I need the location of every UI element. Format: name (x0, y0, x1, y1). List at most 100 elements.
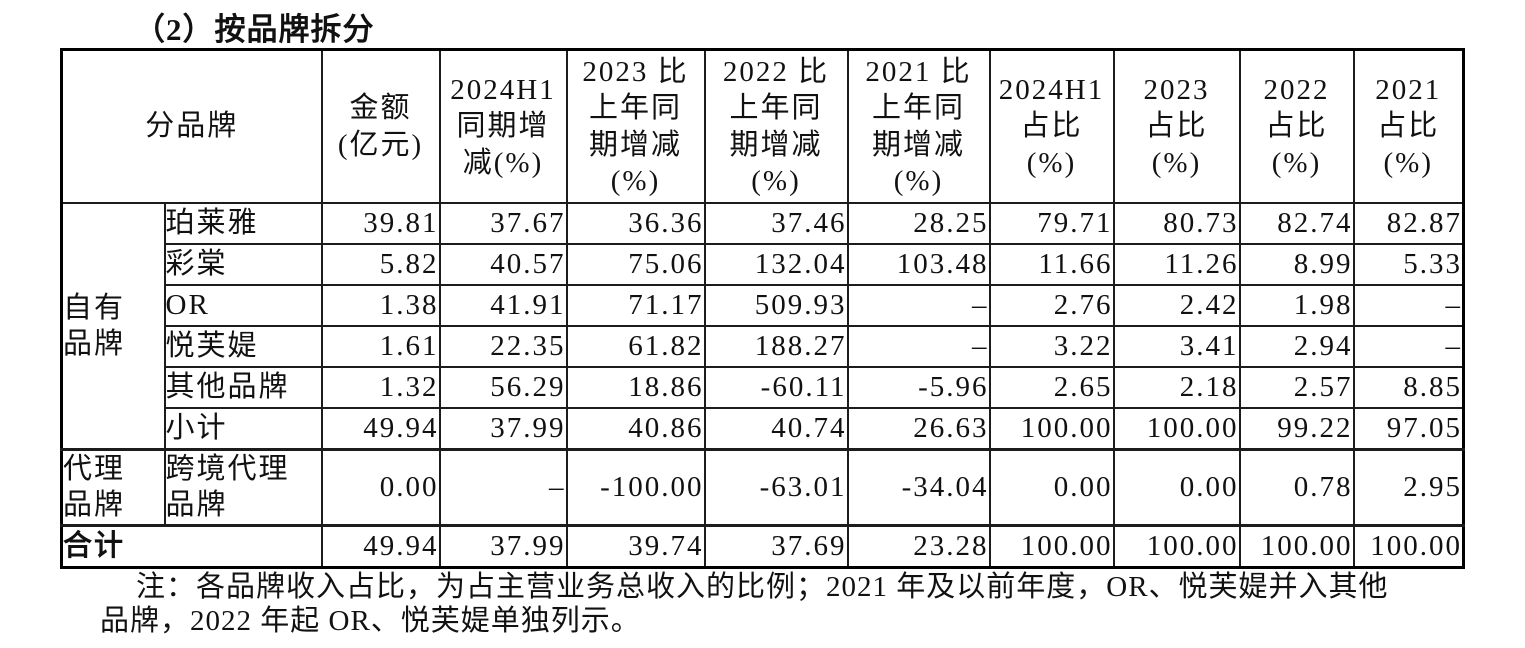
value-cell: 40.74 (703, 407, 849, 451)
value-cell: 100.00 (988, 523, 1115, 568)
value-cell: 36.36 (565, 202, 706, 245)
value-cell: 23.28 (846, 523, 991, 568)
value-cell: 132.04 (703, 243, 849, 286)
value-cell: 100.00 (1112, 407, 1241, 451)
value-cell: 82.87 (1352, 202, 1465, 245)
value-cell: 37.99 (438, 407, 568, 451)
value-cell: 39.81 (320, 202, 441, 245)
brand-cell: 珀莱雅 (163, 202, 323, 245)
value-cell: 99.22 (1238, 407, 1355, 451)
value-cell: -60.11 (703, 366, 849, 409)
value-cell: 2.76 (988, 284, 1115, 327)
value-cell: 509.93 (703, 284, 849, 327)
value-cell: 79.71 (988, 202, 1115, 245)
value-cell: 11.66 (988, 243, 1115, 286)
value-cell: 97.05 (1352, 407, 1465, 451)
value-cell: 8.85 (1352, 366, 1465, 409)
value-cell: – (1352, 284, 1465, 327)
table-row: 其他品牌 1.32 56.29 18.86 -60.11 -5.96 2.65 … (62, 366, 1465, 409)
brand-cell: 其他品牌 (163, 366, 323, 409)
value-cell: 41.91 (438, 284, 568, 327)
header-cell-share-2024h1: 2024H1 占比 (%) (988, 48, 1115, 204)
value-cell: 0.00 (988, 448, 1115, 526)
table-row: OR 1.38 41.91 71.17 509.93 – 2.76 2.42 1… (62, 284, 1465, 327)
header-cell-growth-2022: 2022 比 上年同 期增减 (%) (703, 48, 849, 204)
table-row-subtotal: 小计 49.94 37.99 40.86 40.74 26.63 100.00 … (62, 407, 1465, 451)
value-cell: 28.25 (846, 202, 991, 245)
value-cell: 37.69 (703, 523, 849, 568)
value-cell: 100.00 (1112, 523, 1241, 568)
value-cell: 37.67 (438, 202, 568, 245)
value-cell: 75.06 (565, 243, 706, 286)
header-cell-growth-2021: 2021 比 上年同 期增减 (%) (846, 48, 991, 204)
brand-cell: 彩棠 (163, 243, 323, 286)
brand-cell: 跨境代理 品牌 (163, 448, 323, 526)
value-cell: 18.86 (565, 366, 706, 409)
value-cell: 8.99 (1238, 243, 1355, 286)
value-cell: -63.01 (703, 448, 849, 526)
value-cell: 2.94 (1238, 325, 1355, 368)
value-cell: -100.00 (565, 448, 706, 526)
total-row: 合计 49.94 37.99 39.74 37.69 23.28 100.00 … (60, 523, 1465, 568)
header-cell-amount: 金额 (亿元) (320, 48, 441, 204)
value-cell: 1.61 (320, 325, 441, 368)
value-cell: 11.26 (1112, 243, 1241, 286)
value-cell: – (846, 284, 991, 327)
value-cell: 2.95 (1352, 448, 1465, 526)
total-label: 合计 (60, 523, 323, 568)
header-cell-brand: 分品牌 (60, 48, 323, 204)
value-cell: 0.00 (1112, 448, 1241, 526)
value-cell: 2.65 (988, 366, 1115, 409)
value-cell: – (438, 448, 568, 526)
value-cell: 49.94 (320, 407, 441, 451)
header-cell-share-2021: 2021 占比 (%) (1352, 48, 1465, 204)
footnote: 注：各品牌收入占比，为占主营业务总收入的比例；2021 年及以前年度，OR、悦芙… (100, 571, 1389, 638)
brand-cell: 悦芙媞 (163, 325, 323, 368)
value-cell: 0.78 (1238, 448, 1355, 526)
value-cell: -34.04 (846, 448, 991, 526)
value-cell: 1.38 (320, 284, 441, 327)
value-cell: 40.86 (565, 407, 706, 451)
value-cell: 1.98 (1238, 284, 1355, 327)
value-cell: 100.00 (1352, 523, 1465, 568)
value-cell: 2.42 (1112, 284, 1241, 327)
table-row: 悦芙媞 1.61 22.35 61.82 188.27 – 3.22 3.41 … (62, 325, 1465, 368)
group-cell-agency-brands: 代理 品牌 (60, 448, 166, 526)
value-cell: 188.27 (703, 325, 849, 368)
value-cell: 5.33 (1352, 243, 1465, 286)
brand-breakdown-table: 分品牌 金额 (亿元) 2024H1 同期增 减(%) 2023 比 上年同 期… (60, 48, 1466, 569)
value-cell: 26.63 (846, 407, 991, 451)
header-cell-share-2023: 2023 占比 (%) (1112, 48, 1241, 204)
value-cell: 82.74 (1238, 202, 1355, 245)
group-cell-own-brands: 自有 品牌 (60, 202, 166, 451)
header-cell-share-2022: 2022 占比 (%) (1238, 48, 1355, 204)
brand-cell: 小计 (163, 407, 323, 451)
value-cell: 2.57 (1238, 366, 1355, 409)
table-row: 彩棠 5.82 40.57 75.06 132.04 103.48 11.66 … (62, 243, 1465, 286)
section-title: （2）按品牌拆分 (134, 12, 375, 47)
value-cell: 22.35 (438, 325, 568, 368)
value-cell: 71.17 (565, 284, 706, 327)
value-cell: 49.94 (320, 523, 441, 568)
value-cell: 100.00 (1238, 523, 1355, 568)
header-row: 分品牌 金额 (亿元) 2024H1 同期增 减(%) 2023 比 上年同 期… (60, 48, 1465, 204)
value-cell: 1.32 (320, 366, 441, 409)
value-cell: 56.29 (438, 366, 568, 409)
value-cell: 37.99 (438, 523, 568, 568)
value-cell: 103.48 (846, 243, 991, 286)
header-cell-growth-2024h1: 2024H1 同期增 减(%) (438, 48, 568, 204)
value-cell: 0.00 (320, 448, 441, 526)
value-cell: 37.46 (703, 202, 849, 245)
value-cell: 40.57 (438, 243, 568, 286)
value-cell: 3.41 (1112, 325, 1241, 368)
value-cell: 80.73 (1112, 202, 1241, 245)
value-cell: 3.22 (988, 325, 1115, 368)
value-cell: -5.96 (846, 366, 991, 409)
header-cell-growth-2023: 2023 比 上年同 期增减 (%) (565, 48, 706, 204)
value-cell: – (846, 325, 991, 368)
table-row-agency: 代理 品牌 跨境代理 品牌 0.00 – -100.00 -63.01 -34.… (60, 448, 1465, 526)
value-cell: – (1352, 325, 1465, 368)
value-cell: 100.00 (988, 407, 1115, 451)
value-cell: 39.74 (565, 523, 706, 568)
